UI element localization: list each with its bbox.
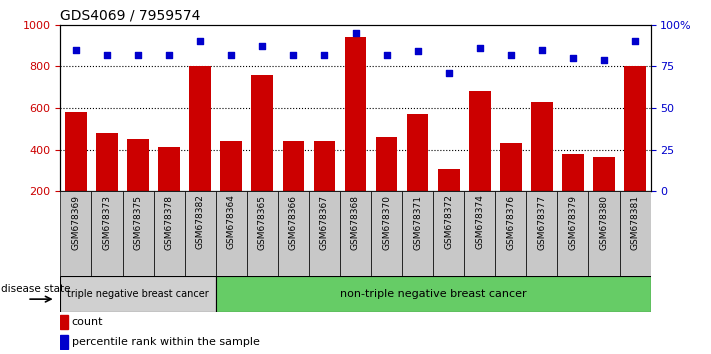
Point — [257, 44, 268, 49]
Text: GSM678366: GSM678366 — [289, 195, 298, 250]
Point — [70, 47, 82, 52]
Text: GSM678365: GSM678365 — [258, 195, 267, 250]
Bar — [314, 141, 336, 191]
Point — [102, 52, 113, 58]
Bar — [309, 191, 340, 276]
Text: percentile rank within the sample: percentile rank within the sample — [72, 337, 260, 347]
Bar — [215, 191, 247, 276]
Bar — [433, 191, 464, 276]
Bar — [60, 315, 68, 329]
Bar — [593, 157, 615, 191]
Text: GSM678376: GSM678376 — [506, 195, 515, 250]
Bar — [557, 191, 589, 276]
Point — [505, 52, 516, 58]
Text: GSM678377: GSM678377 — [538, 195, 546, 250]
Bar — [562, 154, 584, 191]
Bar — [185, 191, 215, 276]
Bar — [122, 191, 154, 276]
Point — [536, 47, 547, 52]
Point — [225, 52, 237, 58]
Point — [319, 52, 330, 58]
Text: disease state: disease state — [1, 284, 70, 293]
Point — [474, 45, 486, 51]
Bar — [619, 191, 651, 276]
Bar — [438, 169, 459, 191]
Bar — [247, 191, 278, 276]
Point — [195, 39, 206, 44]
Bar — [340, 191, 371, 276]
Text: GSM678367: GSM678367 — [320, 195, 329, 250]
Bar — [407, 114, 429, 191]
Bar — [375, 137, 397, 191]
Text: GSM678372: GSM678372 — [444, 195, 453, 250]
Point — [598, 57, 609, 63]
Point — [350, 30, 361, 36]
Bar — [154, 191, 185, 276]
Text: count: count — [72, 317, 103, 327]
Bar — [252, 75, 273, 191]
Text: GSM678378: GSM678378 — [165, 195, 173, 250]
Text: GSM678373: GSM678373 — [102, 195, 112, 250]
Point — [443, 70, 454, 76]
Bar — [526, 191, 557, 276]
Bar — [65, 112, 87, 191]
Text: GSM678369: GSM678369 — [72, 195, 80, 250]
Text: GDS4069 / 7959574: GDS4069 / 7959574 — [60, 8, 201, 22]
Text: GSM678374: GSM678374 — [475, 195, 484, 250]
Bar — [589, 191, 619, 276]
Text: GSM678375: GSM678375 — [134, 195, 143, 250]
Text: GSM678381: GSM678381 — [631, 195, 639, 250]
Bar — [500, 143, 522, 191]
Bar — [402, 191, 433, 276]
Point — [164, 52, 175, 58]
Bar — [464, 191, 496, 276]
Bar — [469, 91, 491, 191]
Bar — [60, 335, 68, 348]
Bar — [215, 276, 651, 312]
Bar — [282, 141, 304, 191]
Point — [132, 52, 144, 58]
Bar — [278, 191, 309, 276]
Bar — [60, 276, 215, 312]
Bar — [96, 133, 118, 191]
Point — [412, 48, 423, 54]
Text: GSM678371: GSM678371 — [413, 195, 422, 250]
Bar — [189, 66, 211, 191]
Bar — [496, 191, 526, 276]
Bar — [345, 37, 366, 191]
Bar — [92, 191, 122, 276]
Text: GSM678379: GSM678379 — [568, 195, 577, 250]
Text: non-triple negative breast cancer: non-triple negative breast cancer — [340, 289, 526, 299]
Bar — [159, 148, 180, 191]
Bar — [220, 141, 242, 191]
Point — [629, 39, 641, 44]
Text: GSM678368: GSM678368 — [351, 195, 360, 250]
Point — [288, 52, 299, 58]
Text: GSM678382: GSM678382 — [196, 195, 205, 250]
Bar — [60, 191, 92, 276]
Bar — [624, 66, 646, 191]
Text: GSM678380: GSM678380 — [599, 195, 609, 250]
Bar — [127, 139, 149, 191]
Text: triple negative breast cancer: triple negative breast cancer — [68, 289, 209, 299]
Bar — [531, 102, 552, 191]
Point — [567, 55, 579, 61]
Text: GSM678370: GSM678370 — [382, 195, 391, 250]
Point — [381, 52, 392, 58]
Text: GSM678364: GSM678364 — [227, 195, 236, 250]
Bar — [371, 191, 402, 276]
